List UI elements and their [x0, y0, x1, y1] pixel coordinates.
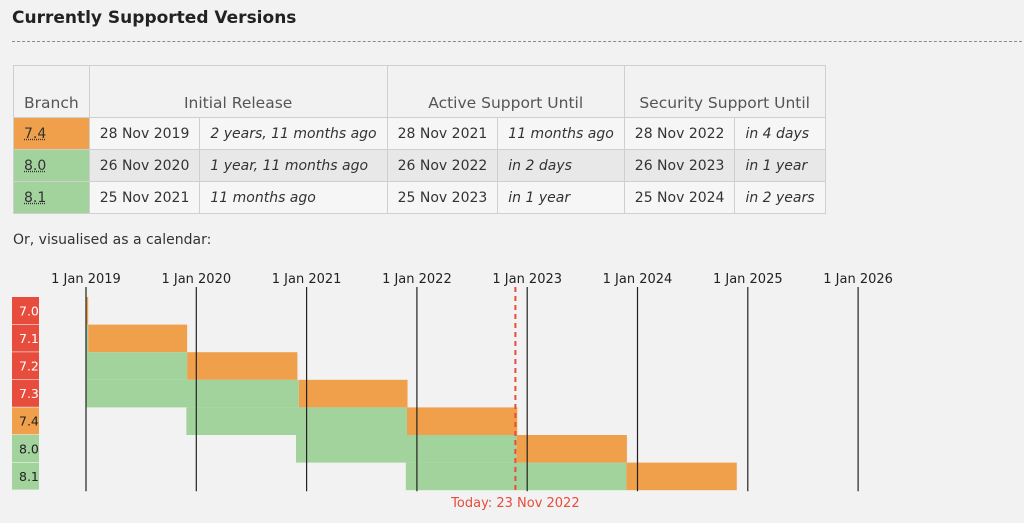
- today-label: Today: 23 Nov 2022: [450, 496, 579, 511]
- table-row: 8.0 26 Nov 2020 1 year, 11 months ago 26…: [13, 149, 826, 182]
- branch-label-box: [12, 352, 39, 380]
- year-tick-label: 1 Jan 2020: [161, 272, 231, 287]
- active-support-date: 28 Nov 2021: [386, 117, 499, 150]
- active-support-relative: in 1 year: [497, 181, 625, 214]
- branch-label: 7.1: [19, 331, 39, 346]
- security-support-relative: in 2 years: [734, 181, 826, 214]
- year-tick-label: 1 Jan 2024: [603, 272, 673, 287]
- active-support-bar: [86, 379, 299, 408]
- title-divider: [12, 41, 1022, 42]
- branch-link[interactable]: 8.1: [24, 189, 47, 206]
- branch-label: 7.3: [19, 386, 39, 401]
- year-tick-label: 1 Jan 2025: [713, 272, 783, 287]
- support-calendar: 1 Jan 2019 1 Jan 2020 1 Jan 2021 1 Jan 2022…: [12, 272, 893, 511]
- header-security-support: Security Support Until: [623, 65, 826, 118]
- table-row: 8.1 25 Nov 2021 11 months ago 25 Nov 202…: [13, 181, 826, 214]
- branch-label-box: [12, 407, 39, 435]
- active-support-relative: in 2 days: [497, 149, 625, 182]
- year-tick-label: 1 Jan 2023: [492, 272, 562, 287]
- active-support-bar: [86, 352, 188, 380]
- security-support-date: 28 Nov 2022: [623, 117, 736, 150]
- initial-release-date: 28 Nov 2019: [88, 117, 201, 150]
- header-initial-release: Initial Release: [88, 65, 388, 118]
- initial-release-date: 25 Nov 2021: [88, 181, 201, 214]
- initial-release-date: 26 Nov 2020: [88, 149, 201, 182]
- branch-link[interactable]: 8.0: [24, 157, 47, 174]
- security-support-date: 25 Nov 2024: [623, 181, 736, 214]
- page-title: Currently Supported Versions: [12, 8, 297, 28]
- branch-label: 8.0: [19, 441, 39, 456]
- year-tick-label: 1 Jan 2022: [382, 272, 452, 287]
- year-tick-label: 1 Jan 2026: [823, 272, 893, 287]
- branch-label: 7.4: [19, 414, 39, 429]
- security-support-relative: in 1 year: [734, 149, 826, 182]
- initial-release-relative: 11 months ago: [199, 181, 388, 214]
- table-header-row: Branch Initial Release Active Support Un…: [13, 65, 826, 118]
- branch-label-box: [12, 379, 39, 407]
- year-tick-label: 1 Jan 2021: [272, 272, 342, 287]
- security-support-relative: in 4 days: [734, 117, 826, 150]
- security-support-bar: [406, 407, 518, 435]
- year-tick-label: 1 Jan 2019: [51, 272, 121, 287]
- initial-release-relative: 1 year, 11 months ago: [199, 149, 388, 182]
- security-support-bar: [298, 379, 408, 408]
- supported-versions-table: Branch Initial Release Active Support Un…: [13, 65, 826, 214]
- active-support-date: 26 Nov 2022: [386, 149, 499, 182]
- active-support-bar: [296, 435, 517, 463]
- security-support-bar: [516, 435, 627, 463]
- table-row: 7.4 28 Nov 2019 2 years, 11 months ago 2…: [13, 117, 826, 150]
- active-support-bar: [186, 407, 407, 435]
- branch-label: 8.1: [19, 469, 39, 484]
- security-support-date: 26 Nov 2023: [623, 149, 736, 182]
- header-active-support: Active Support Until: [386, 65, 625, 118]
- active-support-relative: 11 months ago: [497, 117, 625, 150]
- branch-label-box: [12, 324, 39, 352]
- branch-label: 7.2: [19, 359, 39, 374]
- initial-release-relative: 2 years, 11 months ago: [199, 117, 388, 150]
- calendar-intro-text: Or, visualised as a calendar:: [13, 232, 212, 248]
- branch-label-box: [12, 297, 39, 324]
- security-support-bar: [626, 462, 737, 491]
- branch-cell: 8.1: [13, 181, 90, 214]
- branch-label-box: [12, 435, 39, 462]
- security-support-bar: [86, 297, 89, 325]
- branch-label-box: [12, 462, 39, 490]
- branch-cell: 8.0: [13, 149, 90, 182]
- security-support-bar: [187, 352, 298, 380]
- active-support-date: 25 Nov 2023: [386, 181, 499, 214]
- active-support-bar: [86, 324, 89, 353]
- header-branch: Branch: [13, 65, 90, 118]
- branch-label: 7.0: [19, 303, 39, 318]
- branch-cell: 7.4: [13, 117, 90, 150]
- branch-link[interactable]: 7.4: [24, 125, 47, 142]
- security-support-bar: [88, 324, 188, 353]
